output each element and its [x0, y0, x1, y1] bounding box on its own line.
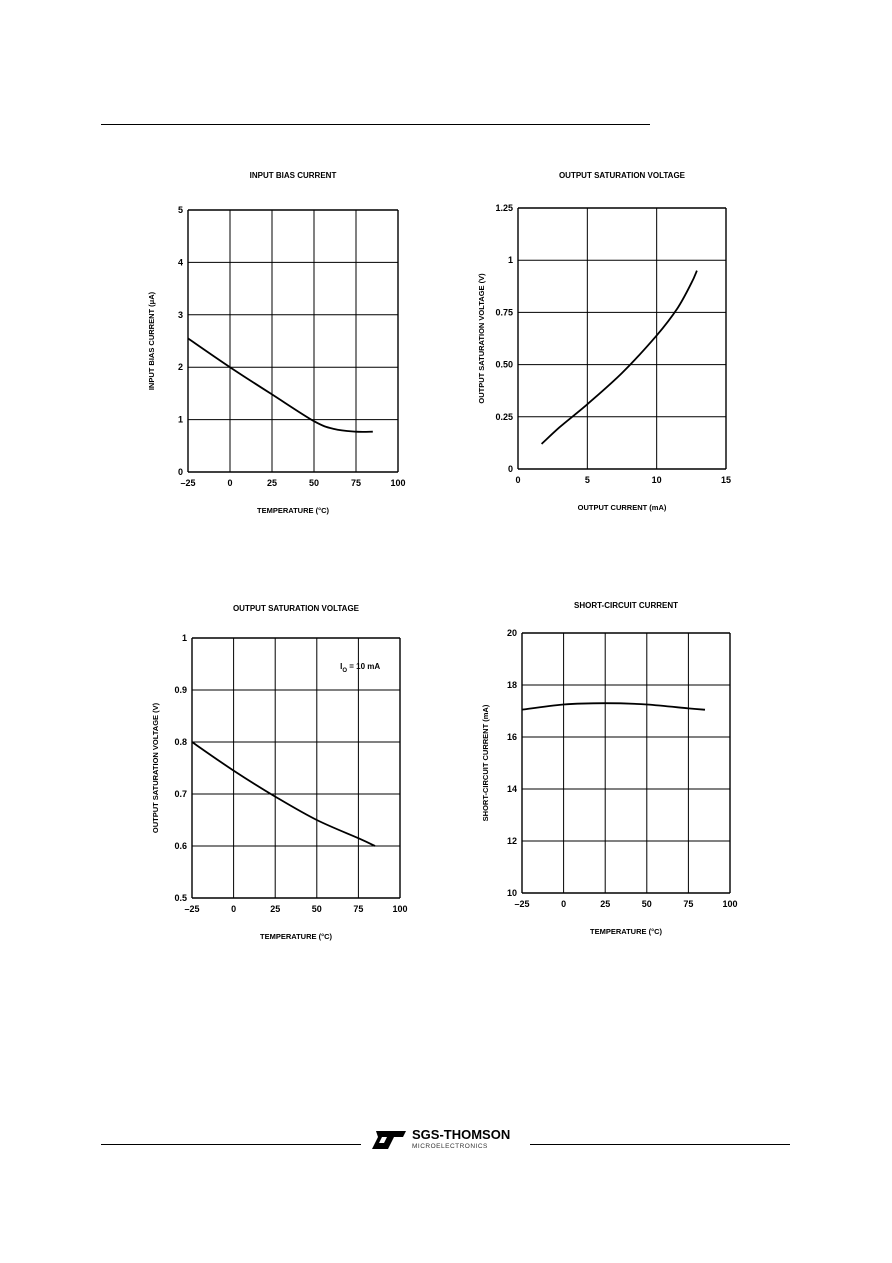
x-tick-label: 0: [227, 478, 232, 488]
x-tick-label: 50: [309, 478, 319, 488]
x-tick-label: –25: [180, 478, 195, 488]
x-tick-label: 0: [561, 899, 566, 909]
x-tick-label: –25: [184, 904, 199, 914]
chart-svg: SHORT-CIRCUIT CURRENT –25 0 25 50 75 100 10 12 14…: [481, 601, 738, 936]
x-tick-label: 75: [351, 478, 361, 488]
x-tick-label: 5: [585, 475, 590, 485]
x-tick-label: 25: [600, 899, 610, 909]
footer-brand: SGS-THOMSON: [412, 1127, 511, 1142]
footer-subtitle: MICROELECTRONICS: [412, 1143, 488, 1150]
y-tick-label: 1: [178, 415, 183, 425]
y-tick-label: 0.75: [495, 307, 513, 317]
y-tick-label: 16: [507, 732, 517, 742]
y-tick-label: 0.6: [174, 841, 187, 851]
condition-annotation: IO = 10 mA: [340, 662, 380, 674]
series-line: [191, 741, 376, 847]
series-line: [187, 337, 373, 433]
x-tick-label: –25: [514, 899, 529, 909]
y-tick-label: 14: [507, 784, 517, 794]
x-axis-label: TEMPERATURE (°C): [590, 927, 663, 936]
y-tick-label: 0.25: [495, 412, 513, 422]
chart-svg: OUTPUT SATURATION VOLTAGE 0 5 10 15 0 0.25 0.50…: [477, 171, 731, 512]
y-tick-label: 10: [507, 888, 517, 898]
y-axis-label: INPUT BIAS CURRENT (μA): [147, 291, 156, 390]
series-line: [521, 702, 706, 711]
x-tick-label: 75: [353, 904, 363, 914]
annotation-symbol: I: [340, 662, 342, 671]
footer-rule-left: [101, 1144, 361, 1145]
footer-logo: SGS-THOMSON MICROELECTRONICS: [370, 1127, 530, 1157]
x-tick-label: 10: [652, 475, 662, 485]
y-tick-label: 0.7: [174, 789, 187, 799]
y-axis-label: OUTPUT SATURATION VOLTAGE (V): [151, 702, 160, 833]
y-tick-label: 5: [178, 205, 183, 215]
y-tick-label: 0: [508, 464, 513, 474]
x-axis-label: TEMPERATURE (°C): [257, 506, 330, 515]
y-tick-label: 4: [178, 257, 183, 267]
header-rule: [101, 124, 650, 125]
x-tick-label: 0: [515, 475, 520, 485]
x-tick-label: 50: [312, 904, 322, 914]
x-tick-label: 100: [390, 478, 405, 488]
chart-input-bias-current: INPUT BIAS CURRENT –25 0 25 50 75 100 0 1 2 3 4 5 TEM…: [130, 160, 430, 520]
chart-svg: INPUT BIAS CURRENT–25 0 25 50 75 100012345TEM…: [147, 171, 406, 515]
y-tick-label: 20: [507, 628, 517, 638]
chart-title: SHORT-CIRCUIT CURRENT: [574, 601, 678, 610]
st-logo-icon: [372, 1131, 406, 1149]
y-tick-label: 12: [507, 836, 517, 846]
x-axis-label: TEMPERATURE (°C): [260, 932, 333, 941]
chart-title: OUTPUT SATURATION VOLTAGE: [233, 604, 360, 613]
annotation-value: = 10 mA: [347, 662, 380, 671]
y-axis-label: SHORT-CIRCUIT CURRENT (mA): [481, 704, 490, 821]
x-tick-label: 25: [267, 478, 277, 488]
annotation-subscript: O: [342, 668, 347, 674]
y-tick-label: 1.25: [495, 203, 513, 213]
chart-short-circuit-current: SHORT-CIRCUIT CURRENT –25 0 25 50 75 100 10 12 14…: [460, 595, 760, 955]
x-tick-label: 50: [642, 899, 652, 909]
x-tick-label: 15: [721, 475, 731, 485]
y-tick-label: 0.8: [174, 737, 187, 747]
y-tick-label: 0: [178, 467, 183, 477]
y-tick-label: 0.5: [174, 893, 187, 903]
x-tick-label: 100: [722, 899, 737, 909]
y-tick-label: 3: [178, 310, 183, 320]
footer-rule-right: [530, 1144, 790, 1145]
y-tick-label: 1: [508, 255, 513, 265]
y-tick-label: 18: [507, 680, 517, 690]
x-tick-label: 0: [231, 904, 236, 914]
y-tick-label: 2: [178, 362, 183, 372]
y-tick-label: 0.9: [174, 685, 187, 695]
x-axis-label: OUTPUT CURRENT (mA): [578, 503, 667, 512]
chart-title: INPUT BIAS CURRENT: [250, 171, 337, 180]
chart-title: OUTPUT SATURATION VOLTAGE: [559, 171, 686, 180]
chart-output-saturation-voltage-vs-temperature: OUTPUT SATURATION VOLTAGE –25 0 25 50 75 100 0.…: [130, 595, 430, 955]
y-tick-label: 0.50: [495, 360, 513, 370]
chart-output-saturation-voltage-vs-current: OUTPUT SATURATION VOLTAGE 0 5 10 15 0 0.25 0.50…: [460, 160, 760, 520]
x-tick-label: 25: [270, 904, 280, 914]
x-tick-label: 75: [683, 899, 693, 909]
y-tick-label: 1: [182, 633, 187, 643]
y-axis-label: OUTPUT SATURATION VOLTAGE (V): [477, 273, 486, 404]
chart-svg: OUTPUT SATURATION VOLTAGE –25 0 25 50 75 100 0.…: [151, 604, 408, 941]
x-tick-label: 100: [392, 904, 407, 914]
series-line: [540, 270, 698, 445]
